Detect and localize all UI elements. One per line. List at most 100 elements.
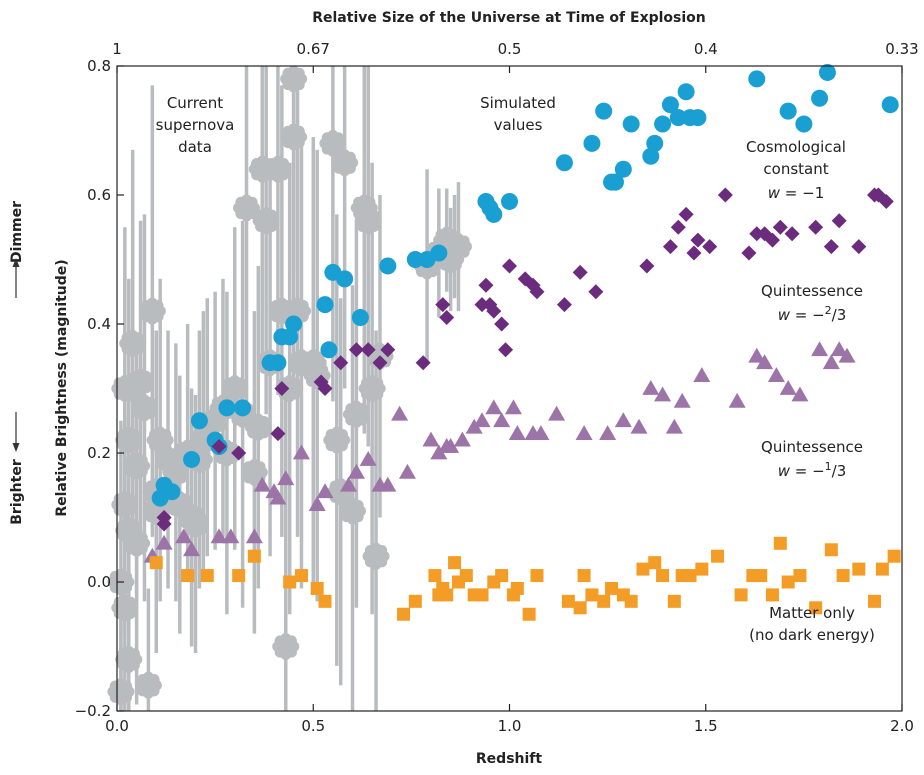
matter-only-point <box>448 556 462 570</box>
cosmological-constant-point <box>430 244 448 262</box>
matter-only-point <box>605 581 619 595</box>
annotation-line: Matter only <box>769 604 855 622</box>
cosmological-constant-point <box>642 147 660 165</box>
observed-point <box>354 207 382 235</box>
annotation-matter-only: Matter only (no dark energy) <box>749 604 875 644</box>
matter-only-point <box>561 594 575 608</box>
annotation-line: (no dark energy) <box>749 626 875 644</box>
top-tick-label: 0.67 <box>297 40 330 58</box>
quintessence-1-3-point <box>654 386 672 402</box>
observed-point <box>323 426 351 454</box>
cosmological-constant-point <box>183 450 201 468</box>
matter-only-point <box>597 594 611 608</box>
quintessence-1-3-point <box>485 399 503 415</box>
quintessence-1-3-point <box>347 463 365 479</box>
matter-only-point <box>711 549 725 563</box>
matter-only-point <box>868 594 882 608</box>
quintessence-1-3-point <box>830 341 848 357</box>
matter-only-point <box>149 556 163 570</box>
quintessence-2-3-point <box>211 439 227 455</box>
cosmological-constant-point <box>583 134 601 152</box>
quintessence-1-3-point <box>532 425 550 441</box>
quintessence-1-3-point <box>155 534 173 550</box>
y-tick-label: 0.4 <box>87 315 111 333</box>
observed-point <box>331 149 359 177</box>
quintessence-1-3-point <box>614 412 632 428</box>
quintessence-1-3-point <box>811 341 829 357</box>
quintessence-1-3-point <box>292 444 310 460</box>
cosmological-constant-point <box>163 483 181 501</box>
quintessence-2-3-point <box>231 445 247 461</box>
cosmological-constant-point <box>669 109 687 127</box>
quintessence-1-3-point <box>253 476 271 492</box>
quintessence-2-3-point <box>749 226 765 242</box>
matter-only-point <box>875 562 889 576</box>
quintessence-1-3-point <box>822 354 840 370</box>
quintessence-2-3-point <box>670 219 686 235</box>
quintessence-2-3-point <box>439 310 455 326</box>
quintessence-2-3-point <box>572 264 588 280</box>
observed-point <box>107 678 135 706</box>
quintessence-1-3-point <box>673 392 691 408</box>
observed-point <box>362 542 390 570</box>
quintessence-1-3-point <box>245 528 263 544</box>
quintessence-1-3-point <box>453 431 471 447</box>
quintessence-2-3-point <box>831 213 847 229</box>
observed-point <box>280 123 308 151</box>
down-arrow-icon <box>12 443 20 452</box>
quintessence-2-3-point <box>686 245 702 261</box>
x-axis-title: Redshift <box>476 751 542 767</box>
quintessence-1-3-point <box>391 405 409 421</box>
quintessence-2-3-point <box>823 239 839 255</box>
matter-only-point <box>530 569 544 583</box>
y-tick-label: 0.2 <box>87 444 111 462</box>
quintessence-1-3-point <box>779 380 797 395</box>
matter-only-point <box>656 569 670 583</box>
observed-point <box>319 129 347 157</box>
observed-point <box>130 394 158 422</box>
cosmological-constant-point <box>818 63 836 81</box>
quintessence-2-3-point <box>415 355 431 371</box>
x-tick-label: 1.0 <box>498 717 522 735</box>
quintessence-1-3-point <box>693 367 711 382</box>
annotation-line: Quintessence <box>761 438 863 456</box>
quintessence-1-3-point <box>642 380 660 395</box>
quintessence-1-3-point <box>183 541 201 557</box>
matter-only-point <box>283 575 297 589</box>
quintessence-2-3-point <box>270 426 286 442</box>
y-tick-label: 0.6 <box>87 186 111 204</box>
quintessence-1-3-point <box>175 528 193 544</box>
observed-point <box>123 529 151 557</box>
top-axis-title: Relative Size of the Universe at Time of… <box>312 10 706 26</box>
quintessence-1-3-point <box>308 496 326 511</box>
observed-point <box>252 207 280 235</box>
quintessence-2-3-point <box>502 258 517 274</box>
annotation-line: data <box>178 138 212 156</box>
cosmological-constant-point <box>614 160 632 178</box>
cosmological-constant-point <box>351 309 369 327</box>
cosmological-constant-point <box>779 102 797 120</box>
quintessence-2-3-point <box>529 284 545 300</box>
matter-only-point <box>247 549 261 563</box>
y-ticks: −0.2 0.0 0.2 0.4 0.6 0.8 <box>75 57 124 720</box>
cosmological-constant-point <box>881 96 899 114</box>
quintessence-2-3-point <box>333 355 349 371</box>
quintessence-1-3-point <box>316 483 334 499</box>
quintessence-1-3-point <box>767 367 785 382</box>
matter-only-point <box>585 588 599 602</box>
x-tick-label: 0.5 <box>301 717 325 735</box>
quintessence-1-3-point <box>756 354 774 370</box>
observed-point <box>123 452 151 480</box>
cosmological-constant-point <box>555 154 573 172</box>
quintessence-1-3-point <box>473 412 491 428</box>
matter-only-point <box>683 569 697 583</box>
observed-point <box>272 632 300 661</box>
quintessence-1-3-point <box>575 425 593 441</box>
top-ticks: 1 0.67 0.5 0.4 0.33 <box>112 40 919 73</box>
top-tick-label: 0.5 <box>498 40 522 58</box>
quintessence-1-3-point <box>548 405 566 421</box>
top-tick-label: 1 <box>112 40 122 58</box>
quintessence-2-3-point <box>274 381 290 396</box>
observed-point <box>115 645 143 673</box>
